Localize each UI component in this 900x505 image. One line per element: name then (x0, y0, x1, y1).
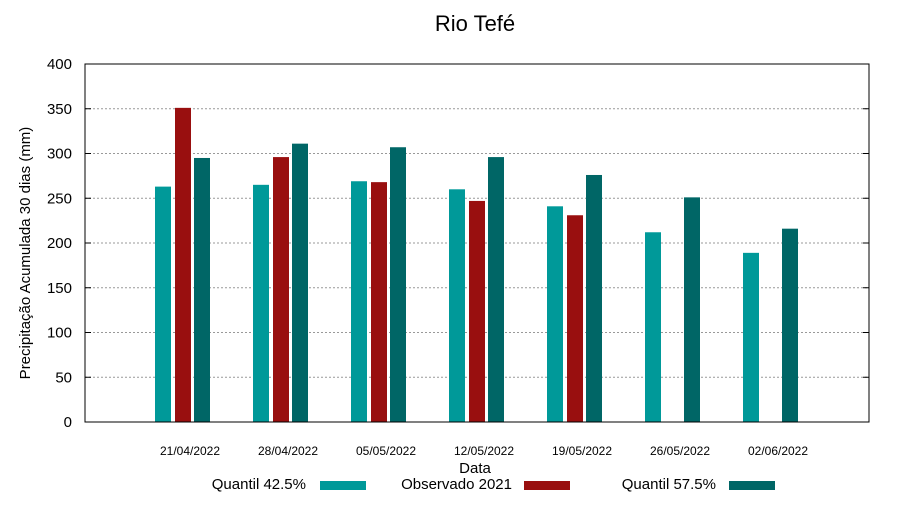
x-tick-label: 21/04/2022 (160, 444, 220, 458)
bar (469, 200, 485, 422)
legend-swatch (729, 481, 775, 490)
y-tick-label: 50 (55, 369, 72, 386)
chart-title: Rio Tefé (435, 11, 515, 36)
bar (273, 157, 289, 422)
bar (547, 206, 563, 422)
y-tick-label: 250 (47, 190, 72, 207)
bar (194, 157, 210, 422)
y-tick-label: 150 (47, 280, 72, 297)
bar (371, 182, 387, 422)
bar (488, 157, 504, 422)
bar (175, 107, 191, 422)
legend-label: Quantil 57.5% (622, 476, 716, 493)
legend-swatch (320, 481, 366, 490)
y-tick-label: 350 (47, 101, 72, 118)
legend-label: Quantil 42.5% (212, 476, 306, 493)
x-tick-label: 05/05/2022 (356, 444, 416, 458)
bar (645, 232, 661, 422)
y-tick-label: 400 (47, 56, 72, 73)
legend-swatch (524, 481, 570, 490)
x-tick-label: 12/05/2022 (454, 444, 514, 458)
x-axis-label: Data (459, 460, 491, 477)
y-tick-label: 300 (47, 146, 72, 163)
x-tick-label: 02/06/2022 (748, 444, 808, 458)
bar (390, 147, 406, 423)
bar (782, 228, 798, 422)
bar (567, 215, 583, 422)
bar (449, 189, 465, 422)
bar (351, 181, 367, 422)
bar (586, 174, 602, 422)
x-tick-label: 28/04/2022 (258, 444, 318, 458)
bar (292, 143, 308, 422)
bar (743, 252, 759, 422)
x-tick-label: 26/05/2022 (650, 444, 710, 458)
y-tick-label: 0 (64, 414, 72, 431)
y-tick-label: 200 (47, 235, 72, 252)
y-tick-label: 100 (47, 325, 72, 342)
legend-label: Observado 2021 (401, 476, 512, 493)
bar (684, 197, 700, 422)
y-axis-label: Precipitação Acumulada 30 dias (mm) (17, 127, 34, 380)
x-tick-label: 19/05/2022 (552, 444, 612, 458)
bar (253, 184, 269, 422)
bar (155, 186, 171, 422)
